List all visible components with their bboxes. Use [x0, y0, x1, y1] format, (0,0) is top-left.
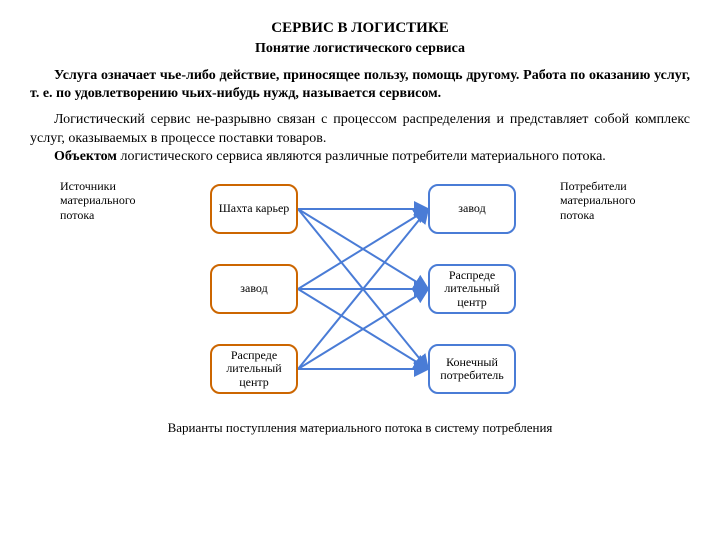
diagram-caption: Варианты поступления материального поток… [30, 420, 690, 436]
diagram-node-n5: Распреде лительный центр [428, 264, 516, 314]
para2b-bold: Объектом [54, 149, 117, 164]
page-title: СЕРВИС В ЛОГИСТИКЕ [30, 20, 690, 37]
flow-diagram: Источники материального потока Потребите… [40, 174, 680, 414]
para2b-rest: логистического сервиса являются различны… [117, 149, 606, 164]
paragraph-1: Услуга означает чье-либо действие, прино… [30, 67, 690, 103]
diagram-edges [40, 174, 680, 414]
paragraph-2: Логистический сервис не-разрывно связан … [30, 111, 690, 166]
diagram-node-n6: Конечный потребитель [428, 344, 516, 394]
diagram-node-n4: завод [428, 184, 516, 234]
para2a-text: Логистический сервис не-разрывно связан … [30, 112, 690, 145]
para1-text: Услуга означает чье-либо действие, прино… [30, 68, 690, 101]
diagram-node-n2: завод [210, 264, 298, 314]
page-subtitle: Понятие логистического сервиса [30, 41, 690, 57]
diagram-node-n3: Распреде лительный центр [210, 344, 298, 394]
diagram-node-n1: Шахта карьер [210, 184, 298, 234]
